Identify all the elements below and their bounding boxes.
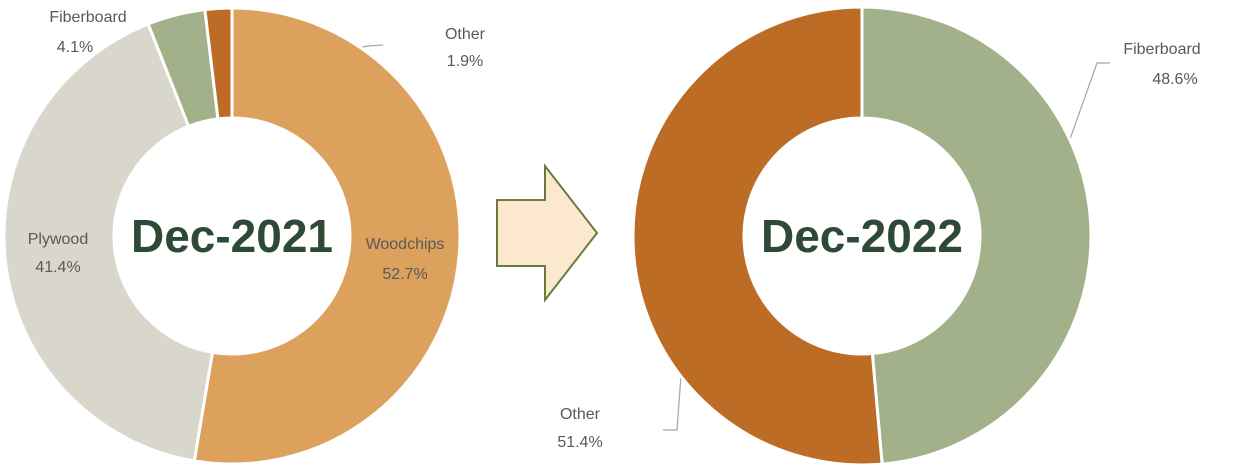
donut-slice [631,5,884,467]
category-label: Other [445,26,486,43]
arrow [496,163,599,303]
value-label: 4.1% [57,39,93,56]
value-label: 51.4% [557,434,602,451]
donut-slice [192,6,462,466]
center-title: Dec-2021 [131,210,333,262]
donut-slice [203,6,234,121]
category-label: Other [560,406,601,423]
category-label: Fiberboard [1123,41,1200,58]
category-label: Woodchips [366,236,445,253]
value-label: 41.4% [35,259,80,276]
donut-slice [2,22,215,463]
category-label: Fiberboard [49,9,126,26]
category-label: Plywood [28,231,88,248]
value-label: 52.7% [382,266,427,283]
value-label: 1.9% [447,53,483,70]
value-label: 48.6% [1152,71,1197,88]
center-title: Dec-2022 [761,210,963,262]
donut-slice [860,5,1093,466]
